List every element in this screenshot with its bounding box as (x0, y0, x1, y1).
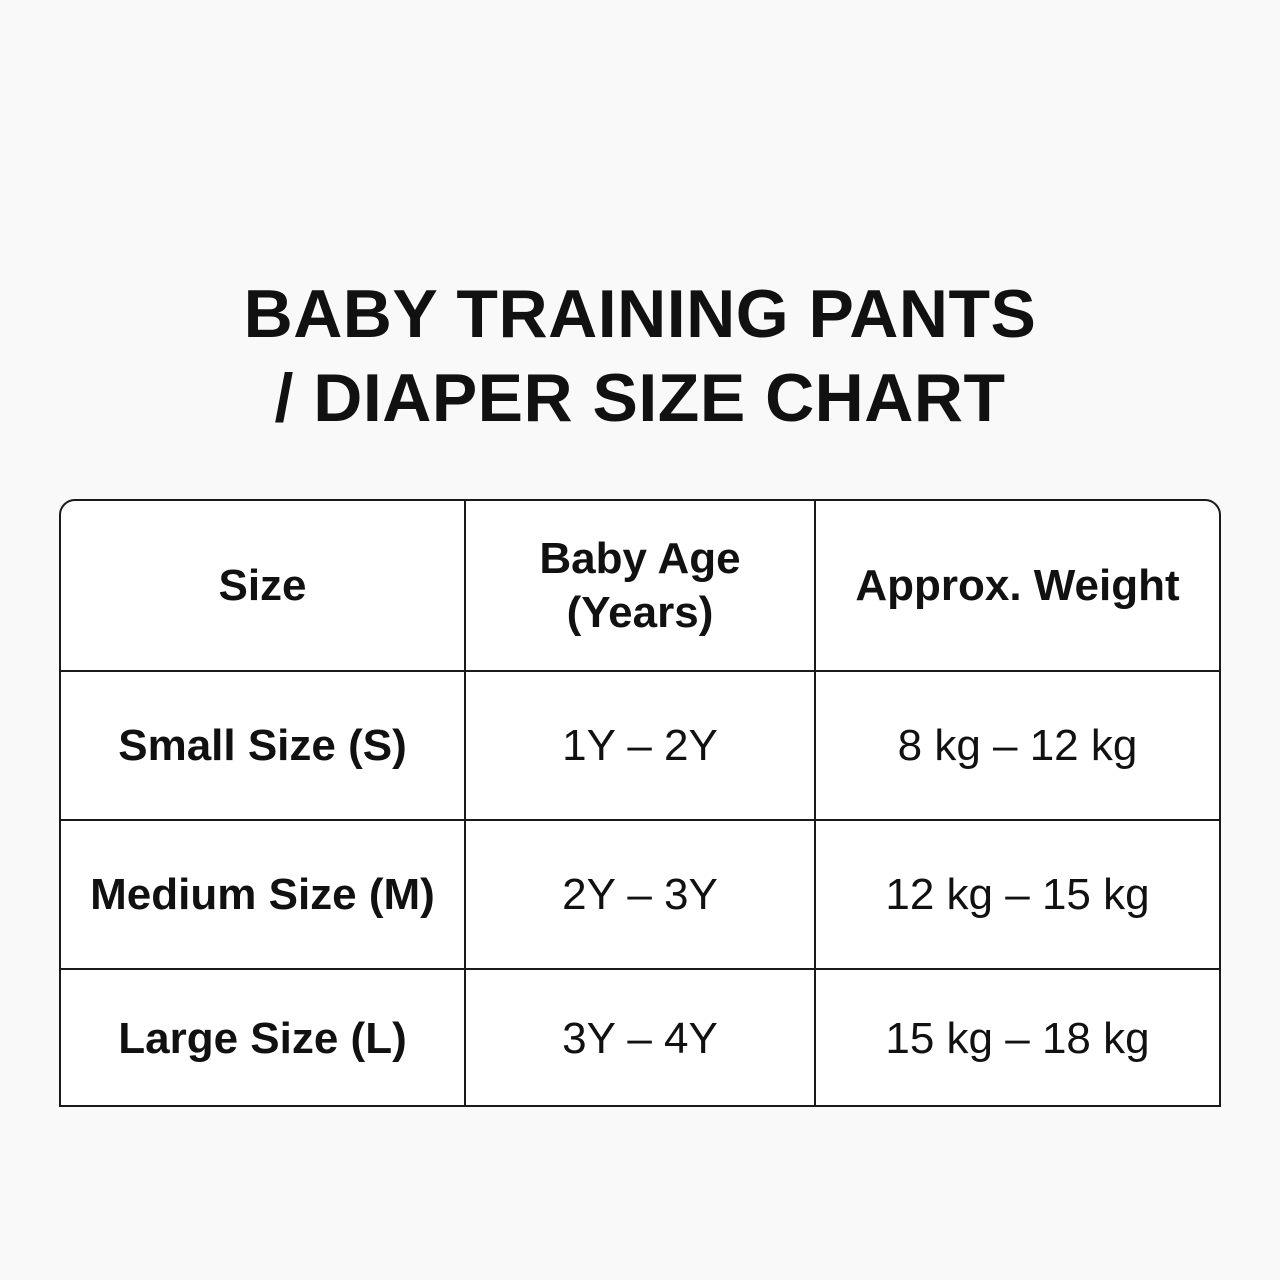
page-title: BABY TRAINING PANTS / DIAPER SIZE CHART (0, 272, 1280, 440)
size-cell: Small Size (S) (61, 672, 466, 819)
table-row: Small Size (S) 1Y – 2Y 8 kg – 12 kg (61, 670, 1219, 819)
header-age-line-1: Baby Age (539, 533, 741, 583)
table-header-row: Size Baby Age (Years) Approx. Weight (61, 501, 1219, 670)
header-age: Baby Age (Years) (466, 501, 816, 670)
age-cell: 2Y – 3Y (466, 821, 816, 968)
weight-cell: 15 kg – 18 kg (885, 1013, 1150, 1063)
header-size: Size (61, 501, 466, 670)
title-line-1: BABY TRAINING PANTS (243, 276, 1037, 352)
header-age-line-2: (Years) (566, 587, 714, 637)
size-cell: Medium Size (M) (61, 821, 466, 968)
age-cell: 1Y – 2Y (466, 672, 816, 819)
size-cell: Large Size (L) (61, 970, 466, 1105)
table-row: Medium Size (M) 2Y – 3Y 12 kg – 15 kg (61, 819, 1219, 968)
header-weight: Approx. Weight (855, 560, 1180, 610)
title-line-2: / DIAPER SIZE CHART (274, 360, 1006, 436)
weight-cell: 12 kg – 15 kg (885, 869, 1150, 919)
age-cell: 3Y – 4Y (466, 970, 816, 1105)
size-chart-table: Size Baby Age (Years) Approx. Weight Sma… (59, 499, 1221, 1107)
table-row: Large Size (L) 3Y – 4Y 15 kg – 18 kg (61, 968, 1219, 1105)
weight-cell: 8 kg – 12 kg (897, 720, 1138, 770)
